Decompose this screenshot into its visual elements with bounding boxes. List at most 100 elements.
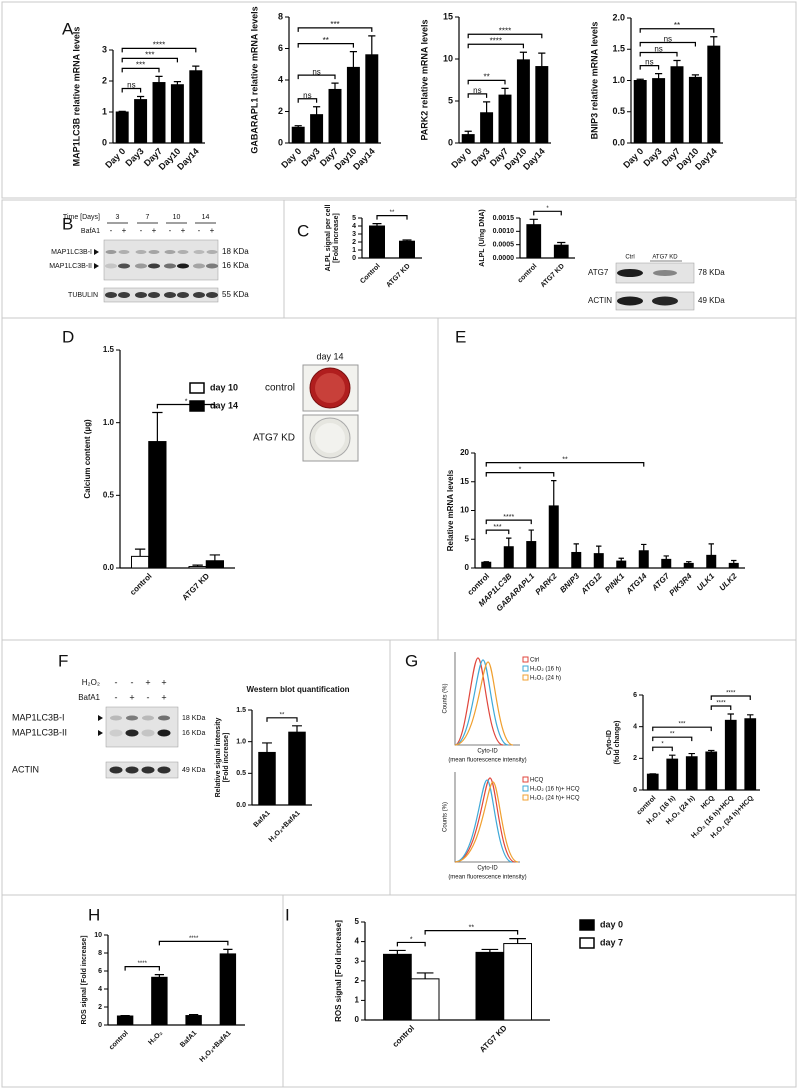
band-size: 16 KDa [182, 730, 205, 737]
treatment-sign: + [129, 692, 134, 702]
bar [219, 953, 237, 1026]
error-bar [118, 110, 126, 112]
x-tick-label: ATG14 [624, 571, 649, 596]
bar [291, 126, 305, 144]
x-tick-label: H₂O₂+BafA1 [268, 810, 302, 844]
legend-label: day 14 [210, 400, 238, 410]
bar [593, 553, 604, 569]
blot-band [142, 715, 154, 721]
blot-band [177, 292, 189, 298]
significance-label: ns [127, 81, 135, 90]
significance-bracket [710, 705, 732, 710]
significance-bracket [639, 65, 660, 70]
significance-label: ** [323, 36, 329, 45]
y-tick-label: 0.0000 [493, 255, 515, 262]
band-label: MAP1LC3B-I [12, 712, 65, 722]
y-tick-label: 15 [443, 11, 453, 21]
error-bar [372, 223, 382, 226]
significance-label: *** [136, 60, 145, 69]
error-bar [262, 742, 272, 753]
error-bar [528, 529, 534, 542]
blot-band [148, 292, 160, 298]
y-tick-label: 0.0010 [493, 228, 515, 235]
x-tick-label: Control [359, 263, 382, 286]
legend-label: day 0 [600, 919, 623, 929]
panel-frame [1, 1, 797, 199]
significance-label: ns [473, 86, 481, 95]
blot-band [118, 250, 130, 254]
panel-label: C [297, 221, 309, 240]
legend-label: H₂O₂ (16 h) [530, 667, 561, 673]
blot-band [157, 766, 171, 774]
error-bar [349, 51, 357, 68]
x-tick-label: PIK3R4 [667, 571, 694, 598]
blot [105, 706, 179, 748]
bar [258, 751, 276, 806]
x-tick-label: control [391, 1024, 417, 1050]
significance-bracket [424, 930, 519, 935]
y-tick-label: 4 [355, 937, 360, 946]
bar [152, 82, 166, 144]
y-tick-label: 6 [278, 43, 283, 53]
y-tick-label: 2 [102, 75, 107, 85]
bar [666, 758, 679, 791]
y-tick-label: 0 [352, 255, 356, 262]
x-axis-label: (mean fluorescence intensity) [448, 758, 526, 764]
significance-label: * [185, 398, 188, 405]
y-tick-label: 0.0 [103, 563, 115, 572]
bar [571, 551, 582, 569]
blot-band [617, 296, 643, 306]
treatment-sign: - [147, 692, 150, 702]
significance-label: **** [726, 691, 736, 697]
significance-bracket [156, 403, 216, 409]
panel-frame [1, 894, 284, 1088]
bar [410, 978, 440, 1021]
significance-bracket [639, 28, 715, 33]
bar [548, 505, 559, 569]
error-bar [731, 559, 737, 564]
y-tick-label: 5 [355, 917, 360, 926]
error-bar [154, 974, 164, 978]
treatment-label: BafA1 [81, 228, 100, 235]
error-bar [641, 543, 647, 551]
error-bar [483, 561, 489, 563]
error-bar [189, 1014, 199, 1016]
y-tick-label: 2.0 [612, 12, 625, 22]
blot-band [653, 270, 677, 276]
y-tick-label: 10 [94, 932, 102, 939]
band-size: 49 KDa [182, 767, 205, 774]
error-bar [529, 218, 538, 225]
y-axis-label: ALPL signal per cell [325, 205, 332, 272]
y-axis-label: ROS signal [Fold increase] [81, 935, 88, 1024]
bar [461, 134, 475, 144]
error-bar [673, 59, 681, 67]
bar [652, 78, 666, 144]
histogram-curve [454, 657, 504, 746]
bar [399, 240, 415, 259]
blot-band [158, 715, 170, 721]
y-axis-label: ROS signal [Fold increase] [334, 920, 343, 1022]
y-tick-label: 0 [633, 787, 637, 794]
bar [724, 719, 737, 791]
band-label: MAP1LC3B-I [51, 249, 92, 256]
panel-label: H [88, 905, 100, 924]
bar [553, 244, 569, 259]
error-bar [686, 561, 692, 564]
y-tick-label: 20 [460, 448, 469, 457]
blot-band [141, 766, 155, 774]
blot-band [125, 729, 139, 737]
blot-band [126, 715, 138, 721]
error-bar [294, 125, 302, 128]
treatment-label: H₂O₂ [82, 678, 100, 687]
x-tick-label: Day 0 [621, 146, 645, 170]
y-axis-label: [Fold increase] [333, 213, 340, 263]
x-tick-label: ATG7 KD [540, 263, 566, 289]
significance-bracket [485, 529, 510, 535]
error-bar [137, 95, 145, 100]
blot [615, 262, 695, 284]
significance-bracket [297, 74, 336, 80]
blot-band [206, 263, 218, 269]
bar [480, 112, 494, 144]
bar [661, 558, 672, 569]
error-bar [501, 87, 509, 96]
